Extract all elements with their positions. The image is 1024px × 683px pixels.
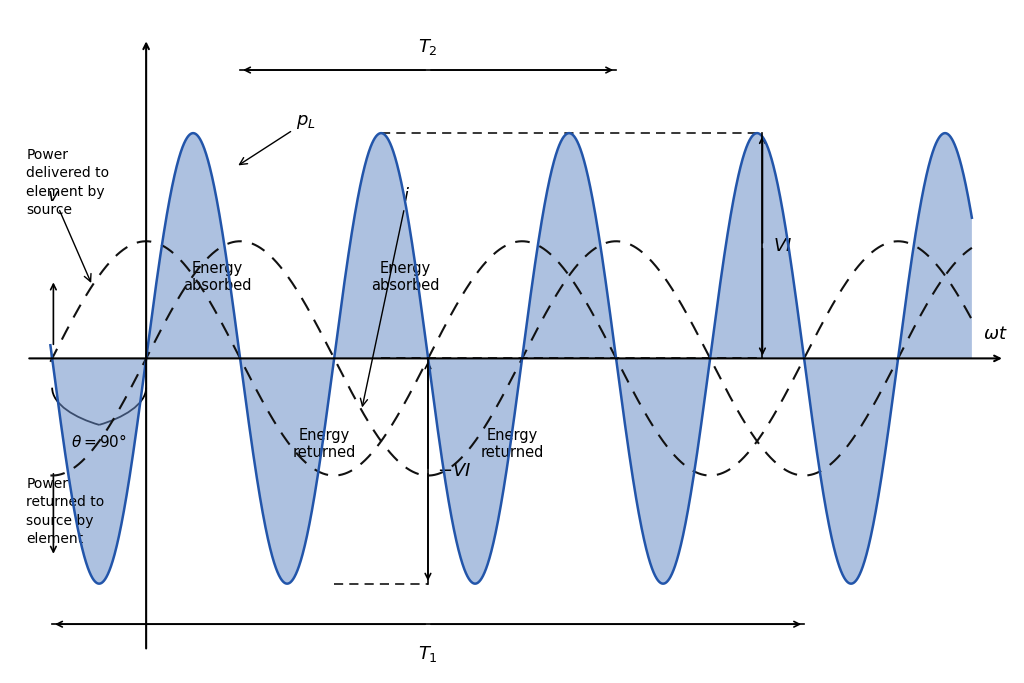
Text: $i$: $i$ — [360, 187, 411, 406]
Text: $VI$: $VI$ — [773, 237, 793, 255]
Text: Energy
returned: Energy returned — [481, 428, 545, 460]
Text: Power
returned to
source by
element: Power returned to source by element — [27, 477, 104, 546]
Text: $\theta = 90°$: $\theta = 90°$ — [72, 433, 127, 450]
Text: $T_2$: $T_2$ — [418, 36, 438, 57]
Text: Energy
returned: Energy returned — [293, 428, 356, 460]
Text: $p_L$: $p_L$ — [240, 113, 315, 165]
Text: Power
delivered to
element by
source: Power delivered to element by source — [27, 148, 110, 217]
Text: $-VI$: $-VI$ — [437, 462, 471, 480]
Text: $T_1$: $T_1$ — [418, 645, 438, 665]
Text: $\omega t$: $\omega t$ — [983, 324, 1008, 343]
Text: Energy
absorbed: Energy absorbed — [372, 261, 439, 294]
Text: Energy
absorbed: Energy absorbed — [183, 261, 252, 294]
Text: $v$: $v$ — [47, 187, 91, 281]
